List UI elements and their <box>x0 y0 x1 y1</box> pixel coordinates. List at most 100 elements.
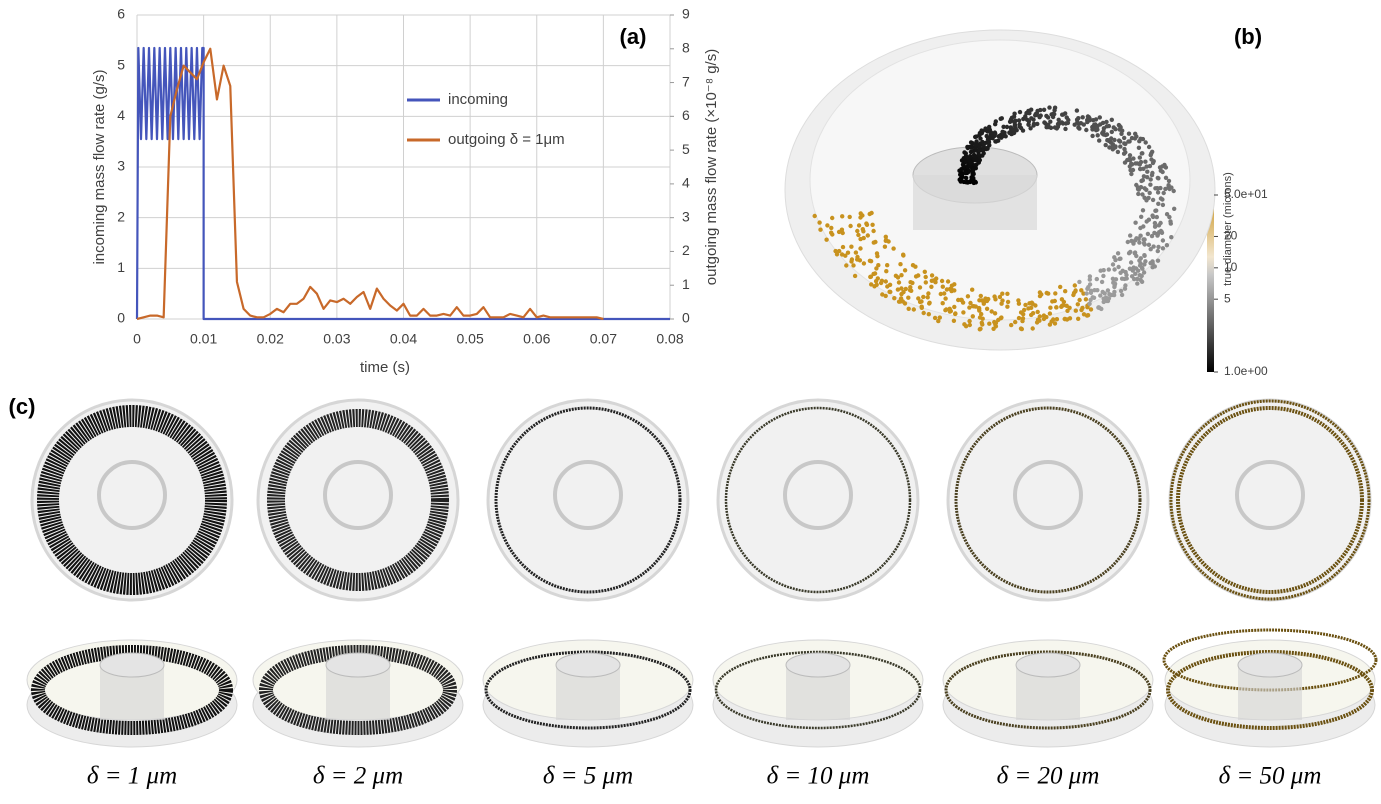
y2-tick-label: 2 <box>682 242 690 258</box>
particle <box>943 296 948 301</box>
particle <box>1159 229 1164 234</box>
particle <box>1139 279 1145 284</box>
particle <box>896 280 902 285</box>
particle <box>1133 266 1139 271</box>
colorbar <box>1207 195 1214 372</box>
particle <box>1144 164 1149 169</box>
particle <box>1123 150 1128 155</box>
particle <box>885 284 890 289</box>
particle <box>1124 276 1129 281</box>
particle <box>952 304 957 310</box>
particle <box>1016 315 1022 321</box>
vessel-top <box>946 398 1150 602</box>
particle <box>848 223 853 229</box>
particle <box>1093 117 1099 122</box>
particle <box>1163 186 1168 192</box>
legend-label: outgoing δ = 1μm <box>448 131 565 148</box>
particle <box>1123 283 1128 288</box>
y2-tick-label: 1 <box>682 276 690 292</box>
particle <box>1118 144 1123 149</box>
particle <box>992 319 997 325</box>
delta-label: δ = 10 μm <box>767 763 870 790</box>
particle <box>1052 108 1057 113</box>
particle <box>869 282 874 287</box>
particle <box>980 316 985 321</box>
particle <box>951 318 957 323</box>
colorbar-tick-label: 1.0e+00 <box>1224 364 1268 378</box>
particle <box>1072 283 1078 288</box>
particle <box>1132 136 1138 141</box>
particle <box>923 280 928 285</box>
particle <box>898 262 903 267</box>
colorbar-tick-label: 10 <box>1224 260 1238 274</box>
particle <box>1127 164 1133 169</box>
particle <box>1058 284 1063 290</box>
particle <box>1016 301 1022 306</box>
particle <box>1061 303 1066 308</box>
particle <box>923 274 928 280</box>
particles <box>812 105 1177 332</box>
particle <box>898 296 904 301</box>
particle <box>1150 149 1155 154</box>
particle <box>1141 174 1147 179</box>
particle <box>840 230 845 236</box>
particle <box>874 266 879 271</box>
particle <box>1050 299 1055 304</box>
particle <box>1154 208 1159 213</box>
particle <box>1026 122 1031 127</box>
particle <box>1054 317 1060 322</box>
particle <box>1073 308 1079 313</box>
particle <box>1047 105 1052 110</box>
particle <box>959 172 965 177</box>
particle <box>840 244 846 250</box>
x-tick-label: 0.03 <box>323 331 350 347</box>
particle <box>1030 311 1036 316</box>
inner-cylinder <box>555 652 621 678</box>
particle <box>1048 119 1053 124</box>
particle <box>970 144 975 150</box>
particle <box>929 278 934 283</box>
particle <box>1151 244 1156 249</box>
particle <box>1105 138 1110 143</box>
particle-ring <box>37 405 227 595</box>
particle <box>1021 307 1027 313</box>
particle <box>1151 159 1156 164</box>
particle <box>1023 114 1028 119</box>
series-line <box>136 47 604 321</box>
particle <box>1037 115 1042 120</box>
particle <box>978 131 983 137</box>
particle <box>1028 126 1033 131</box>
particle <box>996 317 1001 323</box>
particle <box>967 322 972 328</box>
particle <box>899 291 904 297</box>
particle <box>849 257 855 262</box>
particle <box>921 310 926 316</box>
particle <box>1077 279 1082 285</box>
particle <box>1141 270 1147 275</box>
particle <box>1109 117 1115 123</box>
particle <box>865 233 870 238</box>
particle <box>844 263 849 268</box>
particle <box>963 159 968 164</box>
particle <box>869 210 874 216</box>
particle <box>1155 186 1160 191</box>
particle <box>1034 112 1039 118</box>
particle <box>972 304 977 309</box>
particle <box>1142 262 1147 267</box>
particle <box>886 239 891 244</box>
particle <box>953 311 958 316</box>
y-tick-label: 6 <box>117 6 125 22</box>
particle <box>1160 238 1166 243</box>
particle <box>1150 214 1156 220</box>
particle <box>876 263 881 268</box>
particle <box>1063 289 1068 294</box>
particle <box>1095 133 1100 138</box>
particle <box>825 223 830 228</box>
particle <box>908 280 913 285</box>
particle <box>1115 149 1121 155</box>
particle <box>1152 220 1158 226</box>
particle <box>1083 297 1089 302</box>
particle <box>1148 182 1153 187</box>
